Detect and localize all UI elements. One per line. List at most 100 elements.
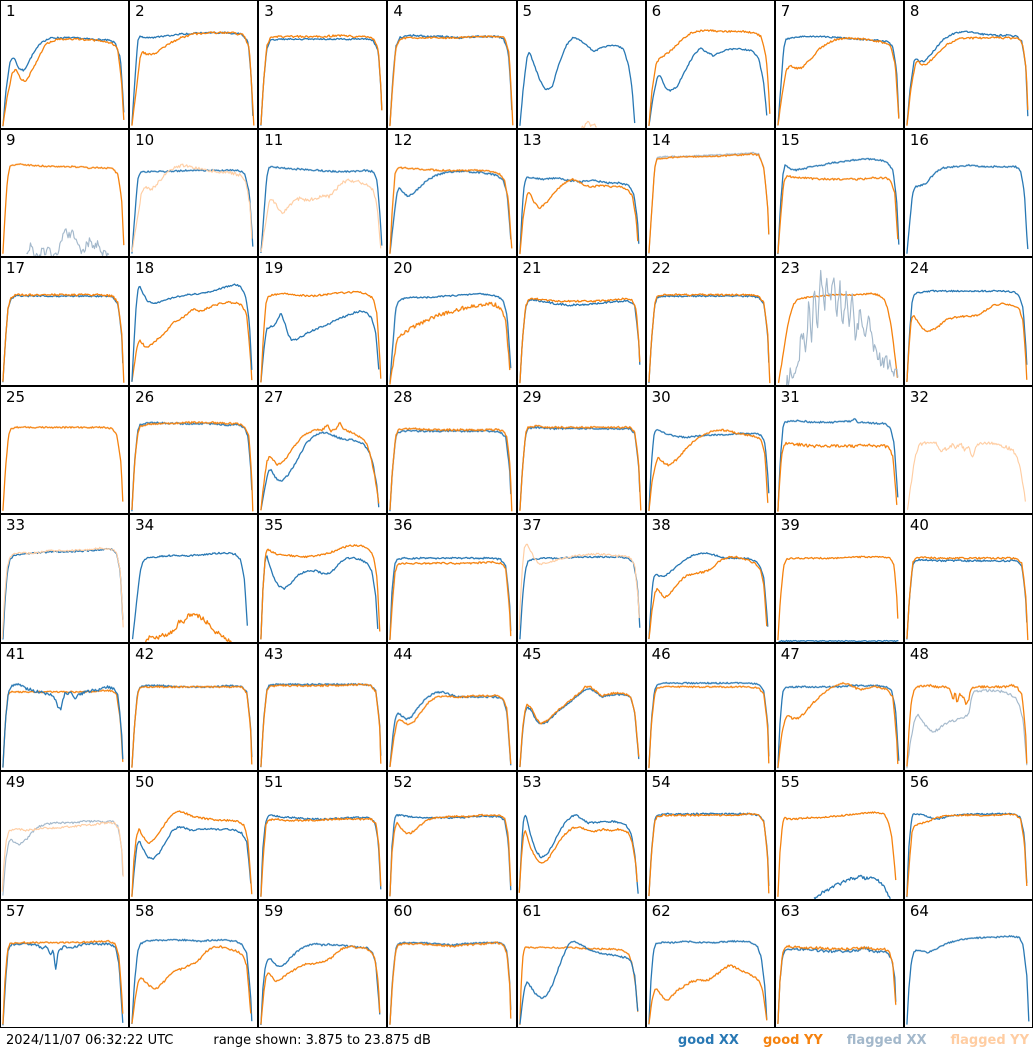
antenna-panel-49[interactable]: 49 <box>0 771 130 900</box>
antenna-panel-45[interactable]: 45 <box>516 642 646 771</box>
antenna-panel-11[interactable]: 11 <box>258 128 388 257</box>
antenna-panel-14[interactable]: 14 <box>645 128 775 257</box>
antenna-number: 43 <box>264 644 284 663</box>
bandpass-plot <box>517 1 645 128</box>
antenna-number: 1 <box>6 2 16 20</box>
antenna-panel-35[interactable]: 35 <box>258 514 388 643</box>
antenna-panel-33[interactable]: 33 <box>0 514 130 643</box>
antenna-panel-40[interactable]: 40 <box>903 514 1033 643</box>
antenna-panel-42[interactable]: 42 <box>129 642 259 771</box>
antenna-panel-17[interactable]: 17 <box>0 257 130 386</box>
antenna-panel-38[interactable]: 38 <box>645 514 775 643</box>
antenna-panel-64[interactable]: 64 <box>903 899 1033 1028</box>
bandpass-plot <box>259 1 387 128</box>
antenna-panel-36[interactable]: 36 <box>387 514 517 643</box>
antenna-number: 21 <box>522 259 542 277</box>
antenna-panel-1[interactable]: 1 <box>0 0 130 129</box>
antenna-panel-7[interactable]: 7 <box>774 0 904 129</box>
antenna-panel-47[interactable]: 47 <box>774 642 904 771</box>
antenna-panel-46[interactable]: 46 <box>645 642 775 771</box>
bandpass-plot <box>775 900 903 1027</box>
bandpass-plot <box>130 900 258 1027</box>
antenna-panel-2[interactable]: 2 <box>129 0 259 129</box>
antenna-panel-15[interactable]: 15 <box>774 128 904 257</box>
bandpass-plot <box>517 772 645 899</box>
antenna-panel-26[interactable]: 26 <box>129 385 259 514</box>
antenna-panel-13[interactable]: 13 <box>516 128 646 257</box>
bandpass-plot <box>388 1 516 128</box>
antenna-panel-19[interactable]: 19 <box>258 257 388 386</box>
antenna-number: 25 <box>6 387 26 406</box>
bandpass-plot <box>904 900 1032 1027</box>
antenna-panel-28[interactable]: 28 <box>387 385 517 514</box>
antenna-panel-57[interactable]: 57 <box>0 899 130 1028</box>
antenna-panel-3[interactable]: 3 <box>258 0 388 129</box>
antenna-panel-34[interactable]: 34 <box>129 514 259 643</box>
antenna-panel-20[interactable]: 20 <box>387 257 517 386</box>
antenna-panel-6[interactable]: 6 <box>645 0 775 129</box>
antenna-panel-39[interactable]: 39 <box>774 514 904 643</box>
antenna-number: 41 <box>6 644 26 663</box>
antenna-panel-32[interactable]: 32 <box>903 385 1033 514</box>
antenna-number: 30 <box>651 387 671 406</box>
antenna-panel-43[interactable]: 43 <box>258 642 388 771</box>
antenna-panel-27[interactable]: 27 <box>258 385 388 514</box>
antenna-panel-22[interactable]: 22 <box>645 257 775 386</box>
antenna-panel-52[interactable]: 52 <box>387 771 517 900</box>
bandpass-plot <box>904 386 1032 513</box>
bandpass-plot <box>130 643 258 770</box>
antenna-panel-37[interactable]: 37 <box>516 514 646 643</box>
antenna-panel-8[interactable]: 8 <box>903 0 1033 129</box>
antenna-number: 33 <box>6 516 26 534</box>
antenna-panel-58[interactable]: 58 <box>129 899 259 1028</box>
antenna-panel-53[interactable]: 53 <box>516 771 646 900</box>
antenna-panel-48[interactable]: 48 <box>903 642 1033 771</box>
bandpass-plot <box>517 900 645 1027</box>
antenna-panel-24[interactable]: 24 <box>903 257 1033 386</box>
antenna-panel-9[interactable]: 9 <box>0 128 130 257</box>
antenna-panel-12[interactable]: 12 <box>387 128 517 257</box>
antenna-panel-56[interactable]: 56 <box>903 771 1033 900</box>
antenna-panel-16[interactable]: 16 <box>903 128 1033 257</box>
antenna-panel-29[interactable]: 29 <box>516 385 646 514</box>
antenna-panel-59[interactable]: 59 <box>258 899 388 1028</box>
antenna-panel-25[interactable]: 25 <box>0 385 130 514</box>
bandpass-plot <box>517 515 645 642</box>
antenna-panel-23[interactable]: 23 <box>774 257 904 386</box>
bandpass-plot <box>130 772 258 899</box>
antenna-panel-51[interactable]: 51 <box>258 771 388 900</box>
antenna-panel-18[interactable]: 18 <box>129 257 259 386</box>
antenna-number: 12 <box>393 130 413 149</box>
antenna-panel-54[interactable]: 54 <box>645 771 775 900</box>
antenna-panel-61[interactable]: 61 <box>516 899 646 1028</box>
antenna-panel-10[interactable]: 10 <box>129 128 259 257</box>
antenna-panel-31[interactable]: 31 <box>774 385 904 514</box>
bandpass-plot <box>1 772 129 899</box>
antenna-panel-55[interactable]: 55 <box>774 771 904 900</box>
antenna-panel-41[interactable]: 41 <box>0 642 130 771</box>
antenna-panel-50[interactable]: 50 <box>129 771 259 900</box>
antenna-number: 31 <box>780 387 800 406</box>
bandpass-plot <box>646 900 774 1027</box>
antenna-number: 16 <box>909 130 929 149</box>
antenna-panel-44[interactable]: 44 <box>387 642 517 771</box>
bandpass-plot <box>1 258 129 385</box>
bandpass-plot <box>259 643 387 770</box>
bandpass-plot <box>1 643 129 770</box>
antenna-number: 50 <box>135 773 155 791</box>
antenna-number: 20 <box>393 259 413 277</box>
antenna-panel-63[interactable]: 63 <box>774 899 904 1028</box>
antenna-panel-4[interactable]: 4 <box>387 0 517 129</box>
antenna-panel-5[interactable]: 5 <box>516 0 646 129</box>
antenna-panel-60[interactable]: 60 <box>387 899 517 1028</box>
antenna-number: 28 <box>393 387 413 406</box>
bandpass-plot <box>517 386 645 513</box>
antenna-panel-62[interactable]: 62 <box>645 899 775 1028</box>
antenna-number: 54 <box>651 773 671 791</box>
antenna-panel-21[interactable]: 21 <box>516 257 646 386</box>
antenna-panel-30[interactable]: 30 <box>645 385 775 514</box>
legend-item-good-yy: good YY <box>762 1033 823 1048</box>
antenna-number: 24 <box>909 259 929 277</box>
antenna-number: 27 <box>264 387 284 406</box>
antenna-number: 17 <box>6 259 26 277</box>
